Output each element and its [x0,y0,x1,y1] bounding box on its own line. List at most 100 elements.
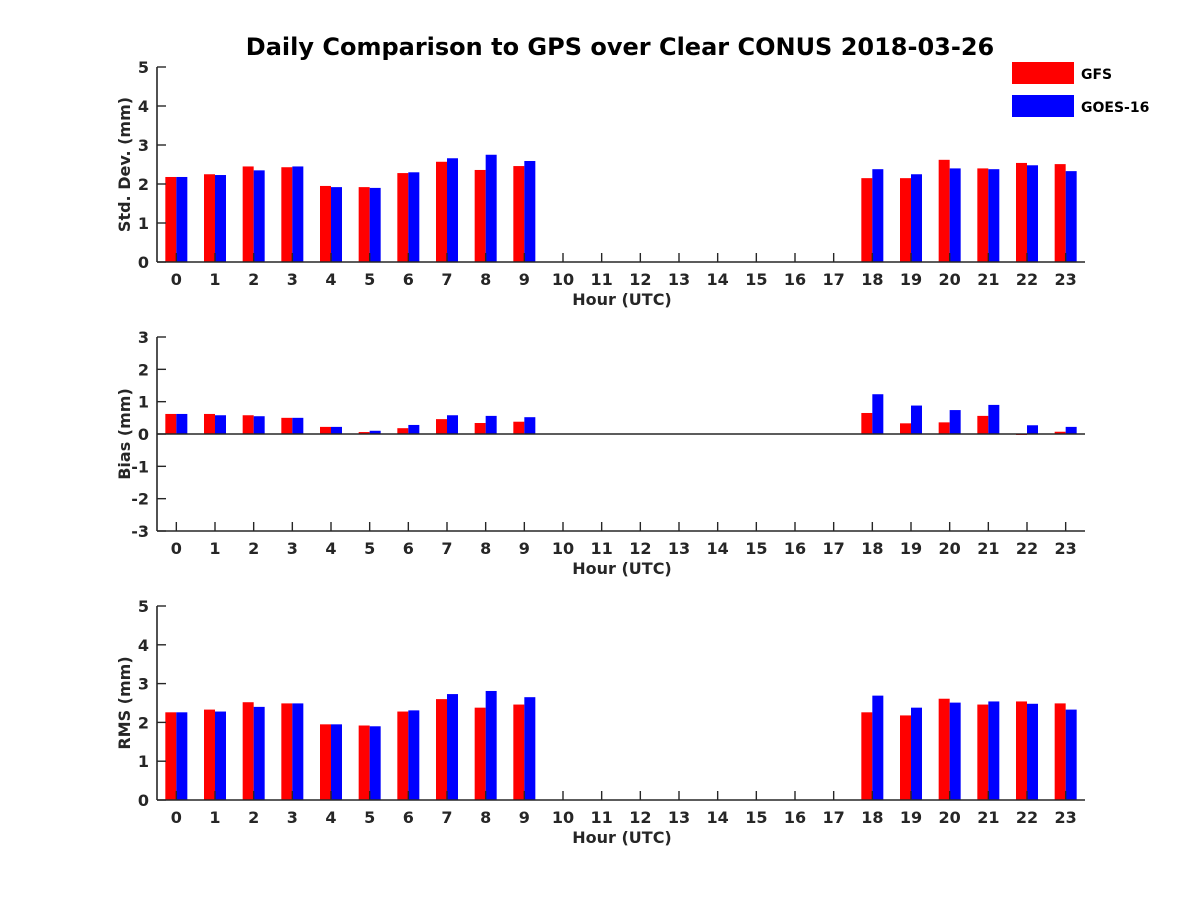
rms-bar-gfs-5 [358,725,370,800]
std-xtick-label-15: 15 [745,270,767,289]
std-xtick-label-23: 23 [1055,270,1077,289]
bias-xtick-label-8: 8 [480,539,491,558]
bias-bar-goes16-6 [408,424,420,434]
rms-bar-gfs-21 [977,704,989,800]
rms-xtick-label-2: 2 [248,808,259,827]
rms-bar-gfs-22 [1016,701,1027,800]
rms-xtick-label-9: 9 [519,808,530,827]
bias-bar-goes16-22 [1027,425,1038,434]
bias-bar-goes16-19 [911,405,922,434]
rms-bar-goes16-18 [872,695,884,800]
bias-ytick-label-1: 1 [138,393,149,412]
rms-ytick-label-3: 3 [138,675,149,694]
bias-xtick-label-11: 11 [591,539,613,558]
bias-xtick-label-0: 0 [171,539,182,558]
rms-ytick-label-4: 4 [138,636,149,655]
bias-ytick-label-2: 2 [138,360,149,379]
rms-bar-goes16-21 [988,701,1000,800]
bias-xtick-label-4: 4 [325,539,336,558]
std-bar-gfs-8 [474,169,486,262]
bias-xtick-label-9: 9 [519,539,530,558]
std-xtick-label-9: 9 [519,270,530,289]
std-bar-gfs-18 [861,178,873,262]
std-xtick-label-16: 16 [784,270,806,289]
rms-bar-gfs-0 [165,712,177,800]
legend-label-gfs: GFS [1081,67,1112,83]
rms-xtick-label-19: 19 [900,808,922,827]
std-bar-gfs-23 [1054,164,1066,262]
std-ytick-label-1: 1 [138,214,149,233]
bias-bar-goes16-20 [949,410,961,434]
rms-xtick-label-0: 0 [171,808,182,827]
rms-xtick-label-20: 20 [939,808,961,827]
rms-bar-goes16-3 [292,703,304,800]
std-bar-gfs-6 [397,173,409,262]
rms-ytick-label-0: 0 [138,791,149,810]
std-xtick-label-0: 0 [171,270,182,289]
bias-bar-gfs-4 [320,426,331,434]
std-xtick-label-6: 6 [403,270,414,289]
std-bar-goes16-6 [408,172,420,262]
bias-bar-gfs-8 [474,423,486,434]
bias-xtick-label-5: 5 [364,539,375,558]
std-bar-gfs-5 [358,187,370,262]
bias-xtick-label-18: 18 [861,539,883,558]
std-bar-gfs-1 [204,174,215,262]
rms-bar-goes16-8 [485,690,497,800]
rms-bar-gfs-23 [1054,703,1066,800]
rms-xtick-label-14: 14 [707,808,729,827]
std-xtick-label-7: 7 [441,270,452,289]
rms-bar-gfs-6 [397,711,409,800]
rms-bar-goes16-5 [369,726,381,800]
rms-xtick-label-17: 17 [823,808,845,827]
std-bar-goes16-7 [447,158,458,262]
rms-bar-goes16-6 [408,710,420,800]
rms-bar-gfs-2 [242,702,254,800]
rms-xtick-label-10: 10 [552,808,574,827]
bias-xtick-label-10: 10 [552,539,574,558]
bias-bar-gfs-21 [977,415,989,434]
std-xtick-label-17: 17 [823,270,845,289]
rms-xtick-label-7: 7 [441,808,452,827]
rms-xtick-label-3: 3 [287,808,298,827]
rms-xtick-label-12: 12 [629,808,651,827]
rms-bar-goes16-22 [1027,703,1038,800]
bias-bar-gfs-20 [938,422,950,434]
std-bar-goes16-5 [369,187,381,262]
rms-xtick-label-15: 15 [745,808,767,827]
rms-xtick-label-13: 13 [668,808,690,827]
std-xtick-label-2: 2 [248,270,259,289]
std-xtick-label-18: 18 [861,270,883,289]
bias-bar-goes16-3 [292,417,304,434]
bias-bar-gfs-2 [242,415,254,434]
std-xtick-label-13: 13 [668,270,690,289]
rms-bar-goes16-1 [215,711,226,800]
bias-ytick-label--3: -3 [131,522,149,541]
bias-ytick-label-0: 0 [138,425,149,444]
bias-bar-gfs-1 [204,413,215,434]
std-xtick-label-5: 5 [364,270,375,289]
bias-bar-goes16-8 [485,415,497,434]
std-bar-gfs-9 [513,166,525,262]
std-ylabel: Std. Dev. (mm) [115,97,134,232]
std-bar-gfs-7 [436,161,447,262]
std-bar-goes16-22 [1027,165,1038,262]
rms-xtick-label-18: 18 [861,808,883,827]
rms-xtick-label-21: 21 [977,808,999,827]
std-bar-goes16-8 [485,154,497,262]
bias-bar-gfs-3 [281,417,293,434]
legend-swatch-gfs [1012,62,1074,84]
std-bar-goes16-23 [1065,171,1077,262]
std-xtick-label-22: 22 [1016,270,1038,289]
rms-bar-goes16-19 [911,707,922,800]
std-ytick-label-0: 0 [138,253,149,272]
rms-bar-goes16-2 [253,706,265,800]
rms-xtick-label-23: 23 [1055,808,1077,827]
std-bar-gfs-21 [977,168,989,262]
rms-ytick-label-1: 1 [138,752,149,771]
std-ytick-label-5: 5 [138,58,149,77]
rms-bar-goes16-23 [1065,709,1077,800]
